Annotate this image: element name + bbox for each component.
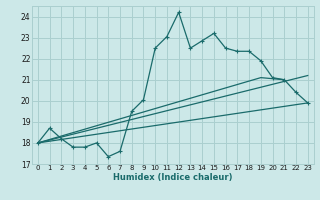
X-axis label: Humidex (Indice chaleur): Humidex (Indice chaleur) xyxy=(113,173,233,182)
